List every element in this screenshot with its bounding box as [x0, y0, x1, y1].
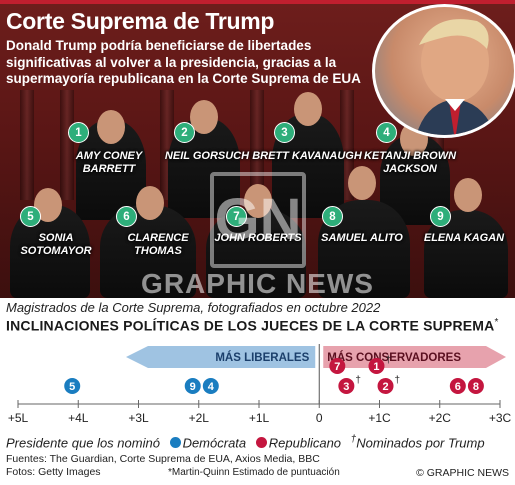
justice-badge-8: 8: [322, 206, 343, 227]
data-point-8: [467, 378, 484, 394]
justice-name-alito: SAMUEL ALITO: [321, 232, 403, 244]
arrow-conservative: [323, 346, 506, 368]
data-point-label: 6: [455, 381, 461, 393]
data-point-1: [368, 358, 385, 374]
justice-badge-9: 9: [430, 206, 451, 227]
watermark-logo: GN: [210, 172, 306, 268]
justice-name-sotomayor: SONIA SOTOMAYOR: [20, 232, 92, 257]
justices-group-photo: Corte Suprema de Trump Donald Trump podr…: [0, 0, 515, 298]
justice-badge-5: 5: [20, 206, 41, 227]
arrow-conservative-label: MÁS CONSERVADORES: [327, 351, 461, 364]
legend: Presidente que los nominó Demócrata Repu…: [6, 434, 515, 450]
trump-portrait: [372, 4, 515, 138]
data-point-9: [184, 378, 201, 394]
legend-dagger: †: [350, 434, 357, 445]
justice-name-gorsuch: NEIL GORSUCH: [164, 150, 250, 162]
x-tick-label: 0: [316, 411, 323, 425]
data-point-label: 1: [373, 361, 379, 373]
sources-line: Fuentes: The Guardian, Corte Suprema de …: [6, 453, 320, 465]
data-point-7: [329, 358, 346, 374]
ideology-chart: MÁS LIBERALES MÁS CONSERVADORES +5L +4L +3L +…: [8, 344, 512, 425]
legend-republican-dot: [255, 437, 267, 449]
x-tick-label: +3L: [128, 411, 149, 425]
data-point-5: [64, 378, 81, 394]
justice-badge-4: 4: [376, 122, 397, 143]
justice-badge-3: 3: [274, 122, 295, 143]
justice-badge-2: 2: [174, 122, 195, 143]
justice-badge-6: 6: [116, 206, 137, 227]
trump-dagger: †: [355, 375, 361, 386]
legend-label: Presidente que los nominó: [6, 435, 160, 451]
x-tick-label: +2L: [189, 411, 210, 425]
x-tick-label: +1L: [249, 411, 270, 425]
page-title: Corte Suprema de Trump: [6, 8, 275, 34]
data-point-label: 3: [343, 381, 349, 393]
footnote: *Martin-Quinn Estimado de puntuación: [168, 467, 340, 478]
data-point-label: 8: [473, 381, 479, 393]
justice-badge-1: 1: [68, 122, 89, 143]
data-point-4: [202, 378, 219, 394]
data-point-label: 7: [334, 361, 340, 373]
data-point-3: [338, 378, 355, 394]
watermark-text: GRAPHIC NEWS: [141, 268, 374, 298]
page-subtitle: Donald Trump podría beneficiarse de libe…: [6, 38, 361, 86]
trump-dagger: †: [385, 355, 391, 366]
justice-name-barrett: AMY CONEY BARRETT: [75, 150, 143, 175]
x-tick-label: +5L: [8, 411, 29, 425]
sources: Fuentes: The Guardian, Corte Suprema de …: [6, 453, 320, 479]
photos-credit: Fotos: Getty Images: [6, 466, 101, 478]
chart-title: INCLINACIONES POLÍTICAS DE LOS JUECES DE…: [6, 317, 499, 334]
justice-name-kavanaugh: BRETT KAVANAUGH: [252, 150, 362, 162]
x-tick-label: +4L: [68, 411, 89, 425]
data-point-label: 5: [69, 381, 75, 393]
data-point-2: [377, 378, 394, 394]
x-tick-label: +2C: [429, 411, 452, 425]
x-tick-label: +1C: [368, 411, 391, 425]
data-point-label: 4: [208, 381, 215, 393]
data-point-label: 2: [382, 381, 388, 393]
data-point-6: [449, 378, 466, 394]
justice-name-kagan: ELENA KAGAN: [423, 232, 505, 244]
data-point-label: 9: [190, 381, 196, 393]
top-accent-band: [0, 0, 515, 4]
legend-democrat: Demócrata: [182, 435, 247, 451]
trump-dagger: †: [395, 375, 401, 386]
arrow-liberal-label: MÁS LIBERALES: [215, 351, 309, 364]
arrow-liberal: [126, 346, 316, 368]
legend-republican: Republicano: [268, 435, 342, 451]
x-tick-label: +3C: [489, 411, 512, 425]
justice-name-thomas: CLARENCE THOMAS: [127, 232, 189, 257]
justice-badge-7: 7: [226, 206, 247, 227]
justice-name-jackson: KETANJI BROWN JACKSON: [363, 150, 457, 175]
justice-name-roberts: JOHN ROBERTS: [214, 232, 302, 244]
legend-democrat-dot: [169, 437, 181, 449]
photo-caption: Magistrados de la Corte Suprema, fotogra…: [6, 300, 381, 315]
copyright-credit: © GRAPHIC NEWS: [416, 467, 509, 479]
legend-trump: Nominados por Trump: [356, 435, 485, 451]
